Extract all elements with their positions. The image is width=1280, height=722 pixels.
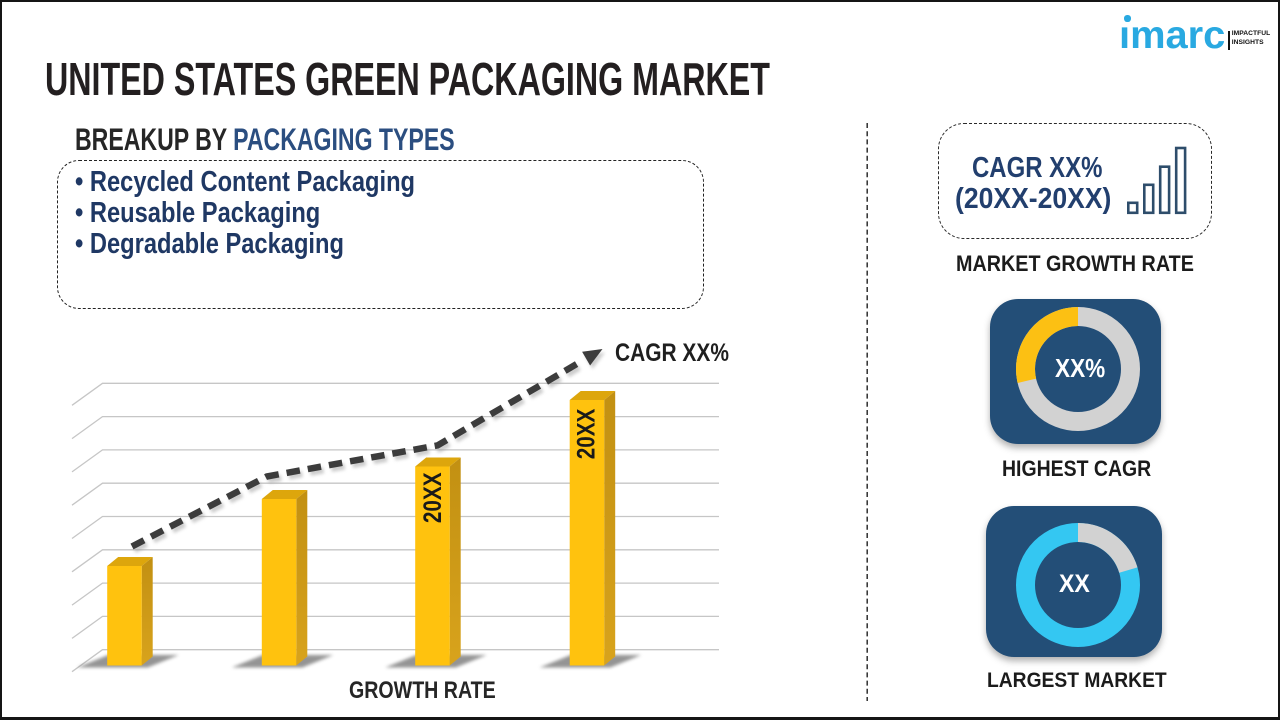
svg-text:20XX: 20XX (418, 472, 447, 523)
svg-text:20XX: 20XX (571, 408, 600, 459)
